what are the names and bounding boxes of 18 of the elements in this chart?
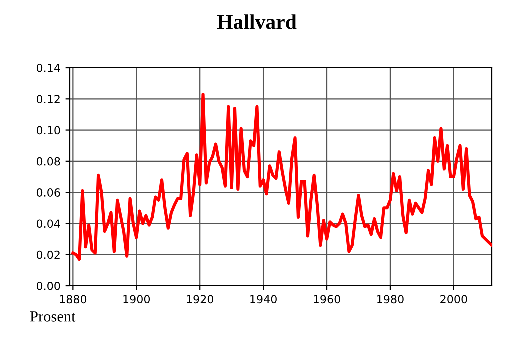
y-tick-label: 0.12	[36, 95, 60, 104]
y-tick-label: 0.06	[36, 188, 60, 197]
y-tick-label: 0.02	[36, 250, 60, 260]
x-tick-label: 1900	[124, 295, 150, 304]
chart-title: Hallvard	[217, 14, 297, 30]
y-tick-label: 0.14	[36, 64, 60, 72]
x-tick-label: 1980	[378, 295, 404, 304]
y-axis-title: Prosent	[30, 312, 76, 322]
line-series	[72, 92, 492, 262]
y-tick-label: 0.10	[36, 126, 60, 135]
x-tick-label: 1960	[314, 295, 340, 304]
x-tick-label: 1920	[187, 295, 214, 304]
y-tick-label: 0.08	[36, 157, 60, 166]
x-tick-label: 1940	[250, 295, 277, 304]
y-tick-label: 0.00	[36, 282, 60, 290]
x-tick-label: 2000	[440, 295, 468, 304]
y-tick-label: 0.04	[36, 220, 60, 228]
x-tick-label: 1880	[60, 295, 87, 304]
